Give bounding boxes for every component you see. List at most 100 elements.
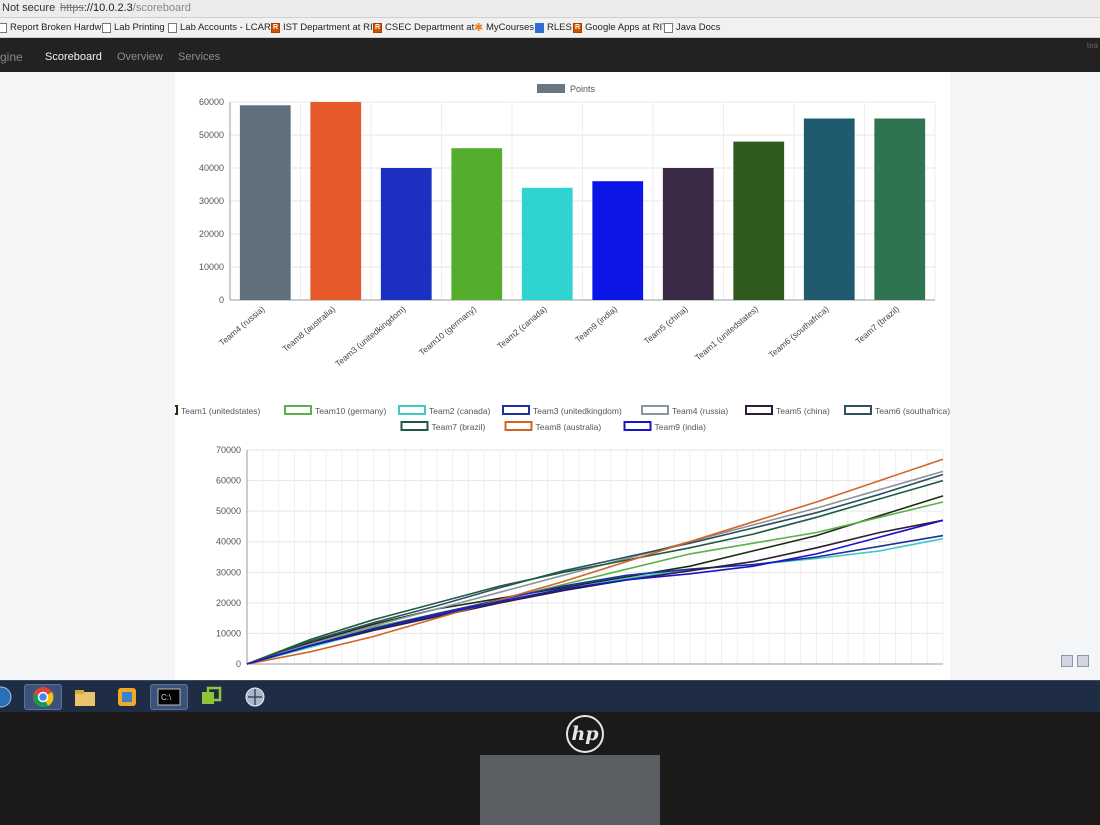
line-legend-swatch — [623, 421, 652, 431]
line-legend-swatch — [400, 421, 429, 431]
security-indicator[interactable]: Not secure — [2, 2, 56, 14]
tab-overview[interactable]: Overview — [117, 51, 163, 63]
line-y-tick-label: 30000 — [216, 567, 241, 577]
bar-category-label: Team1 (unitedstates) — [693, 304, 760, 363]
line-legend-label: Team5 (china) — [776, 406, 830, 416]
line-y-tick-label: 50000 — [216, 506, 241, 516]
line-legend-swatch — [175, 405, 178, 415]
line-legend-swatch — [398, 405, 426, 415]
bar — [521, 187, 573, 300]
bar-category-label: Team3 (unitedkingdom) — [333, 304, 408, 369]
line-y-tick-label: 60000 — [216, 476, 241, 486]
rit-icon: R — [373, 22, 382, 33]
bar-category-label: Team4 (russia) — [217, 304, 267, 348]
line-legend-label: Team8 (australia) — [536, 422, 602, 432]
vmware-icon — [202, 686, 222, 704]
line-legend-label: Team4 (russia) — [672, 406, 728, 416]
bar-y-tick-label: 50000 — [199, 130, 224, 140]
bookmark-label: RLES — [547, 22, 572, 33]
bookmark-item[interactable]: Lab Printing — [102, 22, 165, 33]
line-legend-swatch — [641, 405, 669, 415]
bar-y-tick-label: 10000 — [199, 262, 224, 272]
url-host: ://10.0.2.3 — [83, 2, 133, 14]
start-button[interactable] — [0, 684, 20, 710]
line-legend-swatch — [745, 405, 773, 415]
line-legend-label: Team10 (germany) — [315, 406, 387, 416]
windows-taskbar: C:\ — [0, 680, 1100, 712]
series-line — [246, 479, 944, 665]
bar-category-label: Team8 (australia) — [280, 304, 337, 354]
taskbar-terminal[interactable]: C:\ — [150, 684, 188, 710]
bar-legend-label: Points — [570, 84, 596, 94]
bookmark-label: Lab Printing — [114, 22, 165, 33]
line-legend-label: Team7 (brazil) — [432, 422, 486, 432]
line-legend-label: Team9 (india) — [655, 422, 707, 432]
bar — [874, 118, 926, 300]
network-icon — [245, 687, 265, 707]
taskbar-network-tool[interactable] — [236, 684, 274, 710]
navbar-right-text[interactable]: tea — [1086, 41, 1098, 50]
svg-text:C:\: C:\ — [161, 693, 172, 702]
bookmark-item[interactable]: R CSEC Department at — [373, 22, 474, 33]
bar — [803, 118, 855, 300]
tray-icon[interactable] — [1061, 655, 1073, 667]
bar-y-tick-label: 0 — [219, 295, 224, 305]
line-legend-label: Team3 (unitedkingdom) — [533, 406, 622, 416]
bar — [451, 148, 503, 300]
bookmark-item[interactable]: Report Broken Hardw — [0, 22, 101, 33]
bookmark-item[interactable]: R Google Apps at RIT — [573, 22, 668, 33]
bookmark-item[interactable]: R IST Department at RIT — [271, 22, 378, 33]
taskbar-vmware[interactable] — [192, 684, 230, 710]
bar — [380, 168, 432, 300]
star-icon: ✱ — [474, 21, 484, 34]
tab-services[interactable]: Services — [178, 51, 221, 63]
line-y-tick-label: 10000 — [216, 628, 241, 638]
line-legend-swatch — [284, 405, 312, 415]
bookmark-label: Java Docs — [676, 22, 721, 33]
bookmark-item[interactable]: Java Docs — [664, 22, 720, 33]
series-line — [246, 501, 944, 665]
address-bar[interactable]: Not secure https://10.0.2.3/scoreboard — [0, 0, 1100, 18]
folder-icon — [75, 690, 95, 706]
bookmarks-bar: Report Broken Hardw Lab Printing Lab Acc… — [0, 18, 1100, 38]
monitor-screen: Not secure https://10.0.2.3/scoreboard R… — [0, 0, 1100, 712]
taskbar-explorer[interactable] — [66, 684, 104, 710]
series-line — [246, 519, 944, 665]
bar-legend-swatch — [537, 84, 565, 93]
line-legend-label: Team6 (southafrica) — [875, 406, 950, 416]
url-protocol: https — [60, 2, 84, 14]
bookmark-label: Report Broken Hardw — [10, 22, 102, 33]
tab-scoreboard[interactable]: Scoreboard — [45, 51, 102, 63]
top-navbar: gine Scoreboard Overview Services tea — [0, 38, 1100, 72]
bar-y-tick-label: 20000 — [199, 229, 224, 239]
series-line — [246, 458, 944, 665]
bookmark-label: Lab Accounts - LCARS — [180, 22, 278, 33]
line-y-tick-label: 0 — [236, 659, 241, 669]
bookmark-item[interactable]: ✱ MyCourses — [474, 22, 534, 33]
bar-category-label: Team2 (canada) — [495, 304, 549, 351]
taskbar-app[interactable] — [108, 684, 146, 710]
grid-icon — [535, 22, 544, 33]
bar — [733, 141, 785, 300]
bookmark-item[interactable]: RLES — [535, 22, 572, 33]
bar-y-tick-label: 40000 — [199, 163, 224, 173]
page-icon — [102, 22, 111, 33]
line-y-tick-label: 20000 — [216, 598, 241, 608]
terminal-icon: C:\ — [157, 688, 181, 706]
tray-icon[interactable] — [1077, 655, 1089, 667]
line-legend-label: Team1 (unitedstates) — [181, 406, 261, 416]
taskbar-chrome[interactable] — [24, 684, 62, 710]
url-text[interactable]: https://10.0.2.3/scoreboard — [60, 2, 191, 14]
points-bar-chart: 0 10000 20000 30000 40000 50000 60000 Team4 (ru… — [199, 84, 936, 369]
scoreboard-panel: 0 10000 20000 30000 40000 50000 60000 Team4 (ru… — [175, 72, 950, 712]
series-line — [246, 495, 944, 665]
brand-name[interactable]: gine — [0, 50, 23, 64]
bookmark-label: MyCourses — [486, 22, 535, 33]
bar-category-label: Team10 (germany) — [417, 304, 478, 358]
bookmark-item[interactable]: Lab Accounts - LCARS — [168, 22, 277, 33]
bar-category-label: Team6 (southafrica) — [767, 304, 831, 360]
bookmark-label: CSEC Department at — [385, 22, 475, 33]
line-legend-label: Team2 (canada) — [429, 406, 491, 416]
app-icon — [118, 688, 136, 706]
series-line — [246, 473, 944, 665]
